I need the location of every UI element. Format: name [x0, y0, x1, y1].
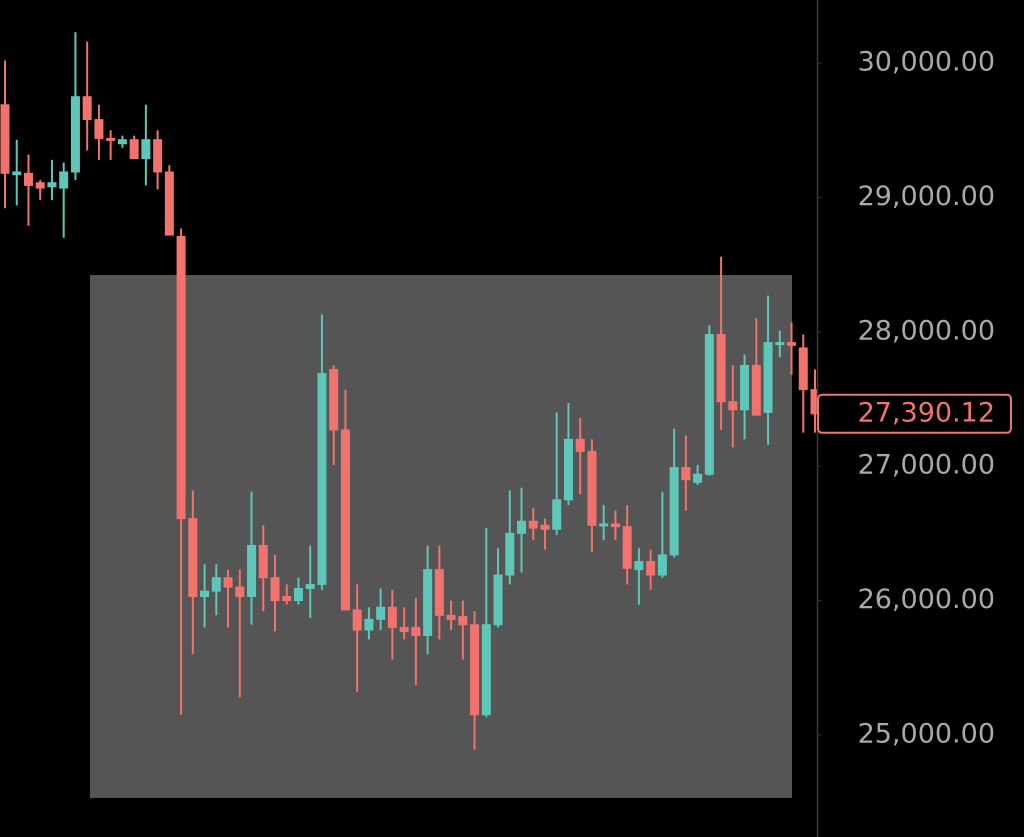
candle-body: [23, 172, 33, 186]
candle-body: [470, 624, 480, 716]
candle-body: [423, 569, 433, 636]
candle-body: [258, 544, 268, 579]
candle-body: [82, 96, 92, 121]
candle-body: [270, 577, 280, 602]
candle-body: [12, 171, 22, 176]
last-price-box: [817, 393, 1012, 434]
price-axis: 25,000.00 26,000.00 27,000.00 28,000.00 29,0…: [817, 47, 1012, 749]
candle-body: [458, 616, 468, 626]
candle-body: [282, 596, 292, 602]
candle-body: [235, 586, 245, 598]
candle-body: [117, 139, 127, 145]
candle-body: [693, 473, 703, 483]
candle-body: [669, 467, 679, 556]
candle-body: [563, 438, 573, 501]
y-tick-label: 29,000.00: [858, 181, 995, 212]
candle-body: [434, 569, 444, 616]
last-price-label: 27,390.12: [858, 397, 995, 428]
candle-body: [164, 171, 174, 236]
y-tick-label: 30,000.00: [858, 47, 995, 78]
candle-body: [141, 139, 151, 160]
candle-body: [387, 606, 397, 628]
candle-body: [70, 96, 80, 173]
candle-body: [47, 182, 57, 188]
candle-body: [552, 499, 562, 530]
candle-body: [704, 334, 714, 475]
candle-body: [716, 334, 726, 403]
candle-body: [188, 518, 198, 598]
candle-body: [517, 520, 527, 534]
candle-body: [775, 342, 785, 346]
candle-body: [787, 342, 797, 346]
candle-body: [751, 364, 761, 416]
candle-body: [305, 583, 315, 589]
y-tick-label: 26,000.00: [858, 584, 995, 615]
candle-body: [681, 467, 691, 481]
candle-body: [763, 342, 773, 413]
candle-body: [610, 523, 620, 528]
candle-body: [446, 614, 456, 620]
candle-body: [411, 626, 421, 636]
candle-body: [0, 104, 10, 174]
candle-body: [399, 626, 409, 632]
candle-body: [728, 401, 738, 411]
y-tick-label: 25,000.00: [858, 718, 995, 749]
candle-body: [106, 137, 116, 141]
candle-body: [376, 606, 386, 620]
candle-body: [35, 182, 45, 189]
candle-body: [810, 389, 817, 415]
candle-body: [364, 618, 374, 631]
candle-body: [340, 429, 350, 611]
candle-body: [622, 526, 632, 569]
candle-body: [798, 347, 808, 391]
candle-body: [59, 171, 69, 189]
candle-body: [153, 139, 163, 173]
candle-body: [94, 119, 104, 139]
candle-body: [317, 372, 327, 585]
candle-body: [493, 574, 503, 626]
candle-body: [129, 139, 139, 160]
candles: [0, 32, 817, 750]
candle-body: [505, 532, 515, 576]
candle-body: [634, 561, 644, 571]
candle-body: [176, 235, 186, 520]
candle-body: [657, 554, 667, 576]
candle-body: [540, 524, 550, 530]
candle-body: [528, 520, 538, 529]
candle-body: [587, 450, 597, 526]
candle-body: [646, 561, 656, 576]
candle-body: [211, 577, 221, 592]
candle-body: [200, 590, 210, 598]
candle-body: [247, 544, 257, 598]
candle-body: [575, 438, 585, 452]
candle-body: [352, 609, 362, 631]
candle-body: [599, 523, 609, 527]
y-tick-label: 27,000.00: [858, 450, 995, 481]
y-tick-label: 28,000.00: [858, 315, 995, 346]
candle-body: [740, 364, 750, 411]
candle-body: [223, 577, 233, 588]
candle-body: [481, 624, 491, 716]
candle-body: [293, 587, 303, 602]
candle-body: [329, 368, 339, 431]
